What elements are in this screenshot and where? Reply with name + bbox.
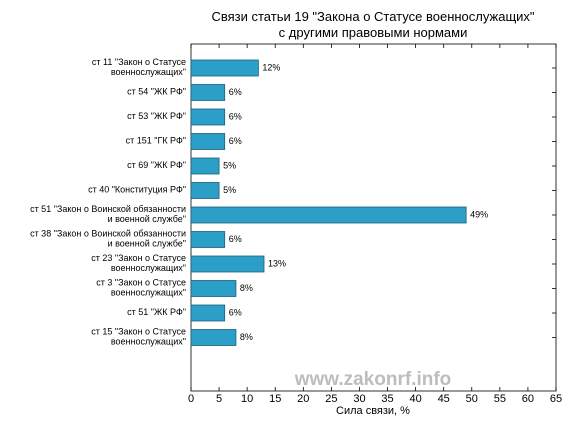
bar bbox=[190, 157, 220, 175]
bar bbox=[190, 84, 226, 101]
y-tick-label: ст 15 "Закон о Статусе военнослужащих" bbox=[91, 327, 186, 347]
bar bbox=[190, 280, 237, 297]
chart-title: Связи статьи 19 "Закона о Статусе военно… bbox=[211, 9, 534, 40]
value-label: 12% bbox=[262, 62, 280, 72]
x-tick-label: 60 bbox=[522, 393, 534, 405]
y-tick-label: ст 40 "Конституция РФ" bbox=[88, 185, 186, 195]
x-tick-label: 15 bbox=[269, 393, 281, 405]
value-label: 5% bbox=[223, 160, 236, 170]
bar bbox=[190, 304, 226, 322]
x-tick-label: 20 bbox=[297, 393, 309, 405]
x-tick-label: 25 bbox=[325, 393, 337, 405]
bar bbox=[190, 231, 226, 248]
x-tick-label: 65 bbox=[550, 393, 562, 405]
value-label: 6% bbox=[229, 136, 242, 146]
value-label: 13% bbox=[268, 258, 286, 268]
y-tick-label: ст 53 "ЖК РФ" bbox=[127, 111, 186, 121]
value-label: 8% bbox=[240, 283, 253, 293]
x-tick-label: 0 bbox=[188, 393, 194, 405]
x-tick-label: 5 bbox=[216, 393, 222, 405]
bar bbox=[190, 59, 259, 77]
watermark: www.zakonrf.info bbox=[294, 369, 452, 390]
bar bbox=[190, 255, 265, 273]
x-axis-label: Сила связи, % bbox=[336, 405, 410, 417]
y-tick-label: ст 38 "Закон о Воинской обязанности и вое… bbox=[30, 229, 186, 249]
bar bbox=[190, 182, 220, 199]
x-tick-label: 35 bbox=[381, 393, 393, 405]
value-label: 6% bbox=[229, 87, 242, 97]
value-label: 6% bbox=[229, 111, 242, 121]
value-label: 6% bbox=[229, 307, 242, 317]
y-tick-label: ст 54 "ЖК РФ" bbox=[127, 87, 186, 97]
x-tick-label: 45 bbox=[438, 393, 450, 405]
y-tick-label: ст 51 "ЖК РФ" bbox=[127, 307, 186, 317]
bar bbox=[190, 108, 226, 126]
value-label: 5% bbox=[223, 185, 236, 195]
bar bbox=[190, 133, 226, 150]
value-label: 49% bbox=[470, 209, 488, 219]
x-tick-label: 55 bbox=[494, 393, 506, 405]
bar bbox=[190, 206, 467, 224]
y-tick-label: ст 69 "ЖК РФ" bbox=[127, 160, 186, 170]
y-tick-label: ст 151 "ГК РФ" bbox=[126, 136, 186, 146]
y-tick-label: ст 23 "Закон о Статусе военнослужащих" bbox=[91, 253, 186, 273]
x-tick-label: 30 bbox=[353, 393, 365, 405]
x-tick-label: 40 bbox=[409, 393, 421, 405]
x-tick-label: 10 bbox=[241, 393, 253, 405]
value-label: 6% bbox=[229, 234, 242, 244]
y-tick-label: ст 11 "Закон о Статусе военнослужащих" bbox=[92, 57, 186, 77]
y-tick-label: ст 3 "Закон о Статусе военнослужащих" bbox=[96, 278, 186, 298]
value-label: 8% bbox=[240, 332, 253, 342]
x-tick-label: 50 bbox=[466, 393, 478, 405]
y-tick-label: ст 51 "Закон о Воинской обязанности и вое… bbox=[30, 204, 186, 224]
bar bbox=[190, 329, 237, 346]
